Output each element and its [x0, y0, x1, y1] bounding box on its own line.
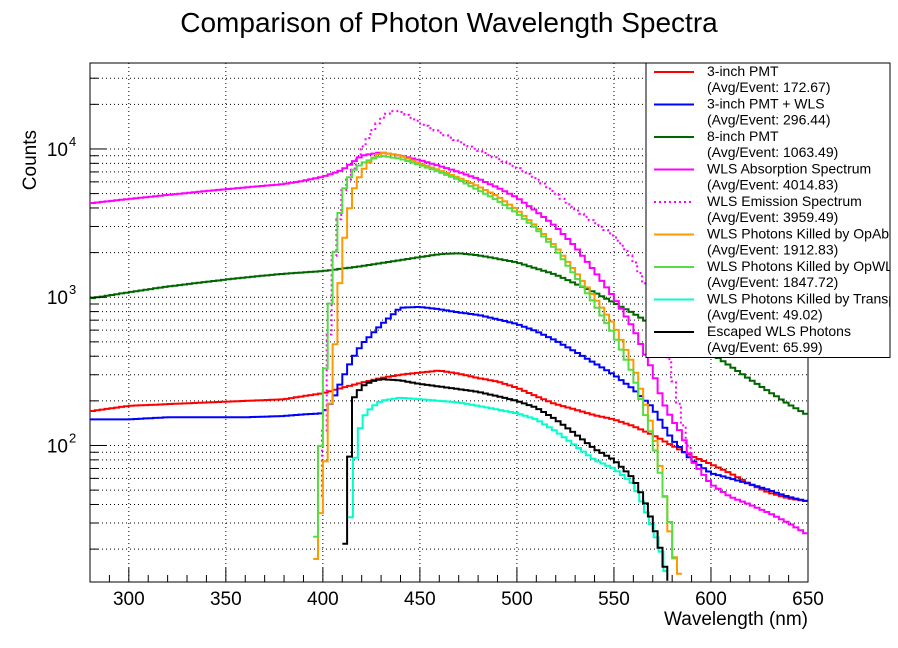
legend-series-name: 3-inch PMT	[707, 63, 779, 79]
series-layer	[90, 110, 808, 581]
y-tick-exponent: 3	[69, 282, 76, 297]
x-tick-label: 400	[307, 589, 339, 610]
legend-series-name: WLS Photons Killed by OpAbsorption	[707, 226, 898, 242]
y-axis-label: Counts	[20, 130, 41, 190]
legend-series-avg: (Avg/Event: 3959.49)	[707, 209, 838, 225]
x-tick-label: 650	[792, 589, 824, 610]
legend-series-avg: (Avg/Event: 1847.72)	[707, 274, 838, 290]
legend-series-avg: (Avg/Event: 172.67)	[707, 79, 830, 95]
x-axis-label: Wavelength (nm)	[664, 609, 808, 630]
series-line	[342, 378, 669, 581]
x-tick-label: 550	[598, 589, 630, 610]
series-line	[90, 151, 808, 535]
x-tick-label: 500	[501, 589, 533, 610]
legend-series-name: WLS Absorption Spectrum	[707, 161, 871, 177]
x-tick-label: 600	[695, 589, 727, 610]
legend: 3-inch PMT(Avg/Event: 172.67)3-inch PMT …	[645, 62, 898, 358]
series-line	[317, 110, 692, 498]
legend-box	[645, 62, 891, 358]
y-tick-label: 10	[47, 436, 68, 457]
legend-series-avg: (Avg/Event: 49.02)	[707, 307, 823, 323]
x-tick-label: 300	[113, 589, 145, 610]
legend-series-name: 8-inch PMT	[707, 128, 779, 144]
legend-series-avg: (Avg/Event: 4014.83)	[707, 177, 838, 193]
legend-series-avg: (Avg/Event: 1063.49)	[707, 144, 838, 160]
y-tick-label: 10	[47, 140, 68, 161]
legend-series-avg: (Avg/Event: 65.99)	[707, 339, 823, 355]
y-tick-exponent: 2	[69, 430, 76, 445]
y-tick-label: 10	[47, 288, 68, 309]
legend-series-name: 3-inch PMT + WLS	[707, 96, 825, 112]
y-tick-exponent: 4	[69, 134, 76, 149]
series-line	[313, 155, 676, 560]
legend-series-avg: (Avg/Event: 1912.83)	[707, 242, 838, 258]
legend-series-name: WLS Emission Spectrum	[707, 193, 862, 209]
x-tick-label: 350	[210, 589, 242, 610]
legend-series-name: WLS Photons Killed by OpWLS	[707, 258, 898, 274]
series-line	[348, 396, 669, 573]
chart-title: Comparison of Photon Wavelength Spectra	[180, 7, 718, 38]
legend-series-name: WLS Photons Killed by Transportation	[707, 291, 898, 307]
legend-series-avg: (Avg/Event: 296.44)	[707, 112, 830, 128]
x-tick-label: 450	[404, 589, 436, 610]
legend-series-name: Escaped WLS Photons	[707, 323, 851, 339]
